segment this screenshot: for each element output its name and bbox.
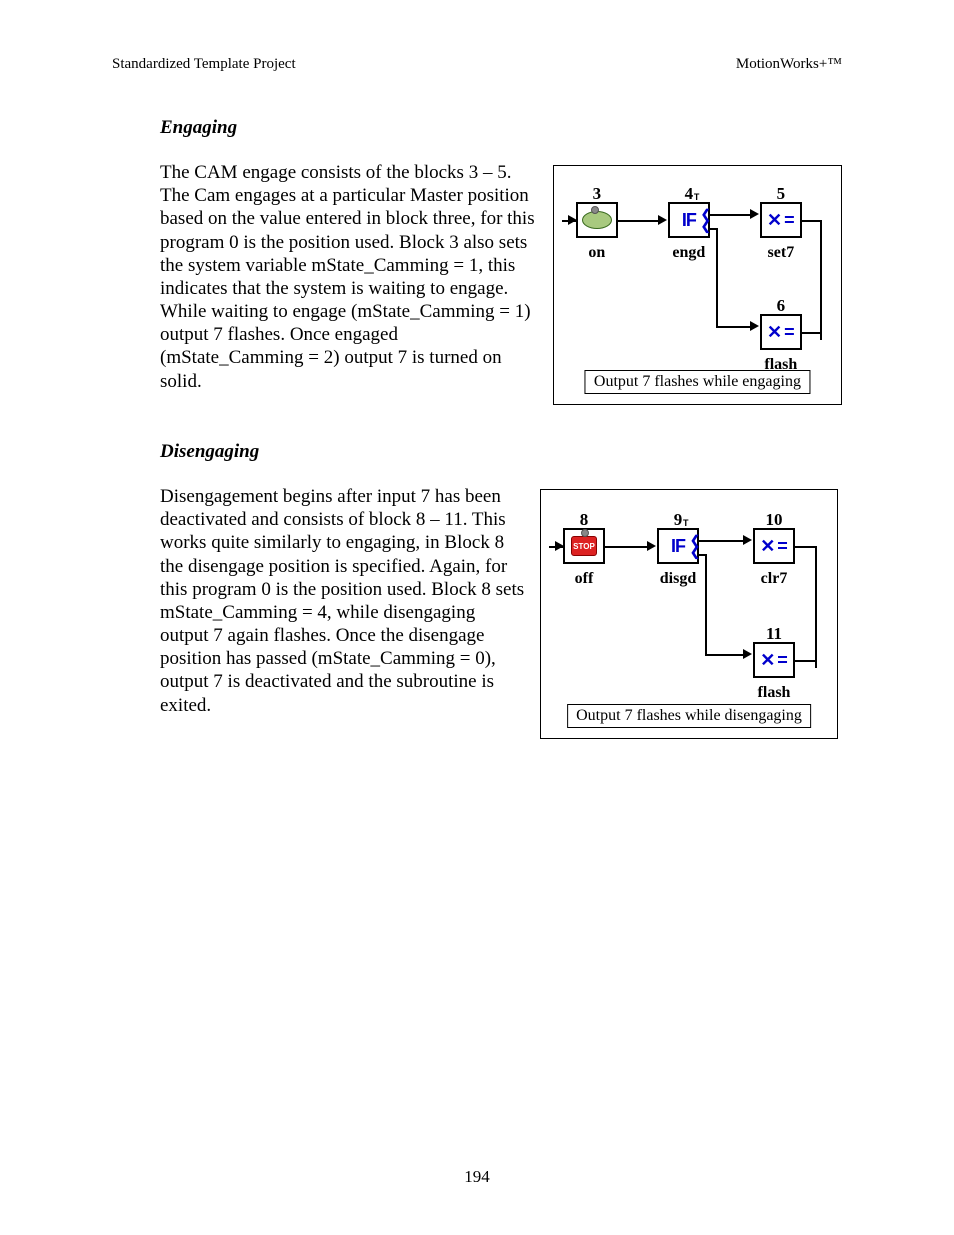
diagram-block: ✕=5set7 (760, 202, 802, 238)
figure-disengaging: TFSTOP8offIF❮❮9disgd✕=10clr7✕=11flashOut… (540, 489, 838, 739)
figure-caption: Output 7 flashes while engaging (585, 370, 810, 394)
block-number: 4 (685, 184, 694, 204)
flow-line (820, 220, 822, 340)
block-label: clr7 (761, 570, 788, 588)
block-number: 3 (593, 184, 602, 204)
figure-caption: Output 7 flashes while disengaging (567, 704, 811, 728)
arrow-icon (743, 535, 752, 545)
diagram-block: IF❮❮9disgd (657, 528, 699, 564)
branch-label: T (683, 518, 689, 528)
diagram-block: 3on (576, 202, 618, 238)
block-number: 8 (580, 510, 589, 530)
block-label: engd (672, 244, 705, 262)
flow-line (802, 332, 822, 334)
arrow-icon (658, 215, 667, 225)
block-label: disgd (660, 570, 696, 588)
block-label: set7 (768, 244, 795, 262)
section-title: Engaging (160, 117, 842, 139)
running-header: Standardized Template Project MotionWork… (112, 56, 842, 73)
arrow-icon (647, 541, 656, 551)
page-number: 194 (464, 1167, 490, 1187)
section-paragraph: The CAM engage consists of the blocks 3 … (160, 161, 541, 393)
section-title: Disengaging (160, 441, 842, 463)
branch-label: T (694, 192, 700, 202)
header-left: Standardized Template Project (112, 56, 296, 73)
section-disengaging: Disengaging Disengagement begins after i… (112, 441, 842, 739)
arrow-icon (750, 209, 759, 219)
flow-line (705, 654, 743, 656)
section-paragraph: Disengagement begins after input 7 has b… (160, 485, 528, 717)
diagram-block: IF❮❮4engd (668, 202, 710, 238)
section-engaging: Engaging The CAM engage consists of the … (112, 117, 842, 405)
diagram-block: ✕=6flash (760, 314, 802, 350)
diagram-block: ✕=11flash (753, 642, 795, 678)
header-right: MotionWorks+™ (736, 56, 842, 73)
block-number: 11 (766, 624, 782, 644)
block-label: off (575, 570, 594, 588)
flow-line (710, 214, 750, 216)
block-label: on (588, 244, 605, 262)
diagram-block: STOP8off (563, 528, 605, 564)
section-body: Disengagement begins after input 7 has b… (112, 485, 842, 739)
block-number: 5 (777, 184, 786, 204)
block-number: 9 (674, 510, 683, 530)
section-body: The CAM engage consists of the blocks 3 … (112, 161, 842, 405)
flow-line (618, 220, 658, 222)
block-number: 6 (777, 296, 786, 316)
figure-engaging: TF3onIF❮❮4engd✕=5set7✕=6flashOutput 7 fl… (553, 165, 842, 405)
page: Standardized Template Project MotionWork… (0, 0, 954, 1235)
flow-line (699, 540, 743, 542)
flow-line (705, 554, 707, 654)
flow-line (795, 660, 817, 662)
flow-line (802, 220, 822, 222)
arrow-icon (743, 649, 752, 659)
flow-line (795, 546, 817, 548)
flow-line (716, 326, 750, 328)
flow-line (605, 546, 647, 548)
flow-line (815, 546, 817, 668)
diagram-block: ✕=10clr7 (753, 528, 795, 564)
arrow-icon (750, 321, 759, 331)
flow-line (716, 228, 718, 326)
block-number: 10 (766, 510, 783, 530)
block-label: flash (758, 684, 791, 702)
